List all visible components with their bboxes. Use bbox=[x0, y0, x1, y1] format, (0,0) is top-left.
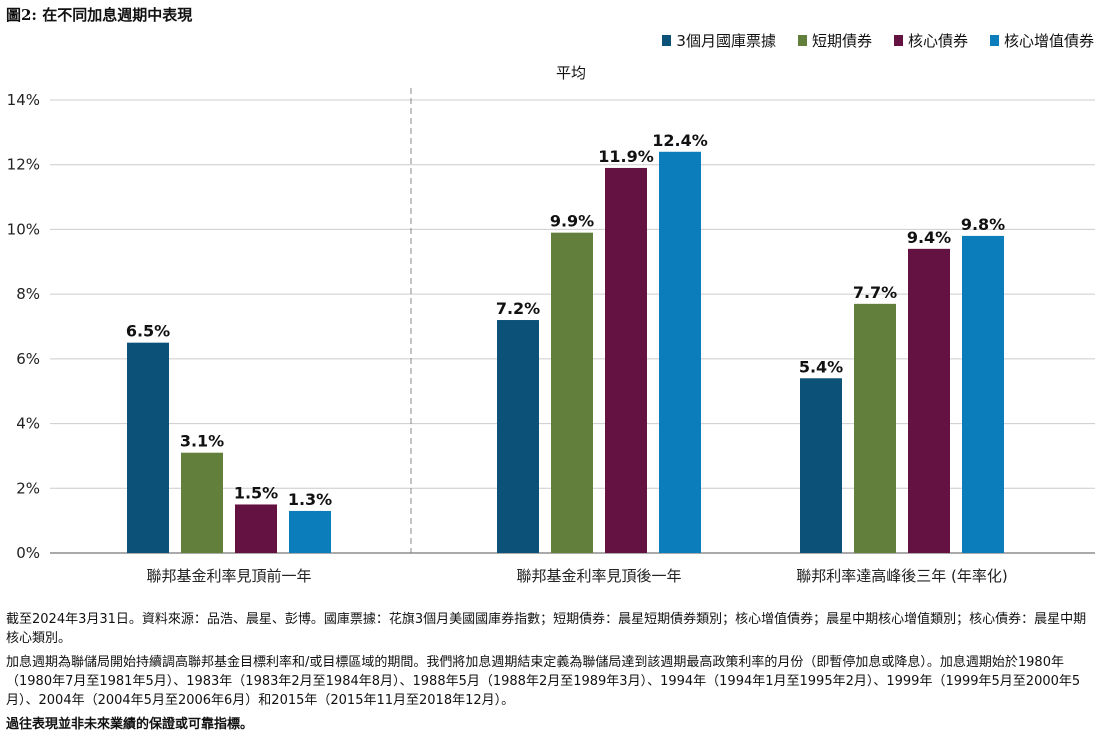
x-category-label: 聯邦利率達高峰後三年 (年率化) bbox=[796, 567, 1007, 585]
bar bbox=[551, 232, 593, 553]
chart-title: 圖2: 在不同加息週期中表現 bbox=[6, 6, 193, 24]
y-tick-label: 4% bbox=[16, 415, 40, 433]
legend-label: 3個月國庫票據 bbox=[676, 32, 776, 50]
y-tick-label: 8% bbox=[16, 285, 40, 303]
data-label: 1.3% bbox=[288, 490, 332, 509]
x-category-label: 聯邦基金利率見頂後一年 bbox=[516, 567, 681, 585]
bar bbox=[127, 342, 169, 553]
data-label: 7.2% bbox=[496, 299, 540, 318]
bar bbox=[800, 378, 842, 553]
definition-note: 加息週期為聯儲局開始持續調高聯邦基金目標利率和/或目標區域的期間。我們將加息週期… bbox=[6, 655, 1081, 708]
legend-swatch bbox=[662, 35, 672, 46]
bar bbox=[854, 303, 896, 553]
data-label: 9.8% bbox=[961, 215, 1005, 234]
bar bbox=[908, 248, 950, 554]
bar bbox=[605, 167, 647, 553]
data-label: 9.9% bbox=[550, 212, 594, 231]
x-category-label: 聯邦基金利率見頂前一年 bbox=[146, 567, 311, 585]
legend-item-short-term: 短期債券 bbox=[797, 30, 872, 51]
legend-swatch bbox=[893, 35, 903, 46]
legend-item-core-plus: 核心增值債券 bbox=[989, 30, 1094, 51]
y-tick-label: 6% bbox=[16, 350, 40, 368]
y-tick-label: 10% bbox=[7, 220, 40, 238]
y-tick-label: 12% bbox=[7, 156, 40, 174]
legend-label: 核心增值債券 bbox=[1003, 32, 1094, 50]
data-label: 6.5% bbox=[126, 322, 170, 341]
bar bbox=[289, 510, 331, 553]
chart-subtitle: 平均 bbox=[556, 64, 587, 82]
legend-item-core: 核心債券 bbox=[893, 30, 968, 51]
legend: 3個月國庫票據 短期債券 核心債券 核心增值債券 bbox=[662, 30, 1094, 51]
legend-swatch bbox=[989, 35, 999, 46]
bar bbox=[235, 504, 277, 553]
bar bbox=[659, 151, 701, 553]
legend-item-tbills: 3個月國庫票據 bbox=[662, 30, 776, 51]
legend-label: 短期債券 bbox=[811, 32, 872, 50]
y-tick-label: 2% bbox=[16, 479, 40, 497]
data-label: 9.4% bbox=[907, 228, 951, 247]
data-label: 3.1% bbox=[180, 432, 224, 451]
bar bbox=[497, 320, 539, 553]
bar bbox=[962, 235, 1004, 553]
bar-chart: 0% 2% 4% 6% 8% 10% 12% 14% 6.5% 3.1% 1.5% 1.3% 聯邦基金利… bbox=[7, 88, 1095, 585]
data-label: 11.9% bbox=[598, 147, 654, 166]
y-tick-label: 14% bbox=[7, 91, 40, 109]
data-label: 12.4% bbox=[652, 131, 708, 150]
disclaimer: 過往表現並非未來業績的保證或可靠指標。 bbox=[6, 717, 254, 732]
data-label: 1.5% bbox=[234, 483, 278, 502]
legend-swatch bbox=[797, 35, 807, 46]
bar bbox=[181, 452, 223, 553]
legend-label: 核心債券 bbox=[907, 32, 968, 50]
data-label: 5.4% bbox=[799, 357, 843, 376]
source-note: 截至2024年3月31日。資料來源：品浩、晨星、彭博。國庫票據：花旗3個月美國國… bbox=[6, 612, 1087, 646]
footnotes: 截至2024年3月31日。資料來源：品浩、晨星、彭博。國庫票據：花旗3個月美國國… bbox=[6, 610, 1096, 739]
y-tick-label: 0% bbox=[16, 544, 40, 562]
data-label: 7.7% bbox=[853, 283, 897, 302]
